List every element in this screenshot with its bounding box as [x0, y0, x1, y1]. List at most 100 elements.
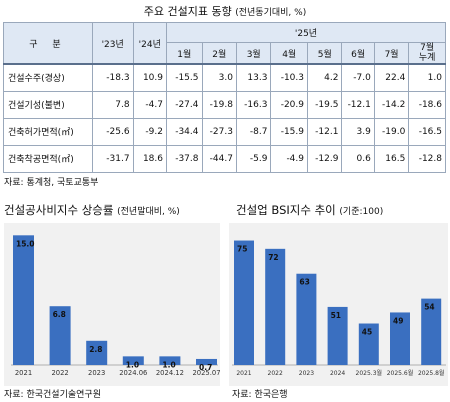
- cost-index-bar: [122, 356, 144, 365]
- table-cell: -15.9: [270, 117, 308, 146]
- table-cell: -37.8: [165, 144, 203, 173]
- table-cell: -16.5: [408, 117, 446, 146]
- bsi-data-label: 54: [424, 303, 434, 312]
- bsi-category-label: 2025.8월: [418, 369, 445, 377]
- table-cell: 16.5: [373, 144, 410, 173]
- table-cell: -34.4: [165, 117, 203, 146]
- table-cell: 4.2: [306, 63, 343, 92]
- cost-index-bar: [49, 306, 71, 365]
- bsi-data-label: 63: [299, 278, 309, 287]
- right-panel-source: 자료: 한국은행: [232, 390, 288, 400]
- left-panel-subtitle: (전년말대비, %): [117, 207, 180, 217]
- row-label: 건축착공면적(㎡): [3, 144, 93, 173]
- cost-index-data-label: 1.0: [162, 360, 175, 369]
- table-row: 건축허가면적(㎡) -25.6 -9.2 -34.4 -27.3 -8.7 -15.9 -12…: [3, 117, 446, 146]
- bsi-category-label: 2021: [236, 370, 251, 377]
- bsi-bar: [296, 273, 317, 365]
- bsi-data-label: 72: [268, 253, 278, 262]
- bsi-category-label: 2022: [268, 370, 283, 377]
- left-panel-title: 건설공사비지수 상승률 (전년말대비, %): [4, 202, 180, 218]
- cost-index-data-label: 2.8: [89, 345, 102, 354]
- table-body: 건설수주(경상) -18.3 10.9 -15.5 3.0 13.3 -10.3 4.2 -7.…: [3, 63, 446, 173]
- table-cell: 13.3: [235, 63, 272, 92]
- table-cell: -27.4: [165, 90, 203, 119]
- cost-index-data-label: 0.7: [199, 363, 212, 372]
- bsi-bar: [421, 298, 442, 365]
- table-cell: -18.6: [408, 90, 446, 119]
- table-cell: -12.9: [306, 144, 343, 173]
- table-cell: -5.9: [235, 144, 272, 173]
- indicator-table: 구 분 '23년 '24년 '25년 1월 2월 3월 4월 5월 6월 7월 …: [3, 22, 447, 173]
- table-cell: 3.0: [201, 63, 237, 92]
- table-cell: -12.8: [408, 144, 446, 173]
- header-cumulative: 7월 누계: [408, 42, 446, 65]
- table-cell: -12.1: [306, 117, 343, 146]
- table-cell: -19.5: [306, 90, 343, 119]
- bsi-data-label: 49: [393, 316, 403, 325]
- bsi-category-label: 2025.6월: [387, 369, 414, 377]
- right-panel-subtitle: (기준:100): [339, 207, 384, 217]
- bsi-category-label: 2023: [299, 370, 314, 377]
- table-row: 건설수주(경상) -18.3 10.9 -15.5 3.0 13.3 -10.3 4.2 -7.…: [3, 63, 446, 92]
- header-month: 2월: [201, 42, 237, 65]
- cost-index-category-label: 2023: [88, 369, 105, 377]
- bsi-category-label: 2024: [330, 370, 345, 377]
- cost-index-category-label: 2022: [51, 369, 68, 377]
- row-label: 건축허가면적(㎡): [3, 117, 93, 146]
- cost-index-bar: [196, 358, 217, 365]
- header-2024: '24년: [132, 22, 167, 65]
- table-cell: -4.9: [270, 144, 308, 173]
- header-month: 3월: [235, 42, 272, 65]
- table-cell: -12.1: [341, 90, 375, 119]
- cost-index-bar: [159, 356, 181, 365]
- table-cell: 10.9: [132, 63, 167, 92]
- bsi-bar: [327, 306, 348, 365]
- cost-index-bar: [13, 235, 34, 365]
- header-month: 7월: [373, 42, 410, 65]
- cost-index-category-label: 2025.07: [192, 369, 220, 377]
- bsi-data-label: 51: [331, 311, 341, 320]
- right-panel-title-text: 건설업 BSI지수 추이: [236, 203, 336, 217]
- table-cell: 7.8: [91, 90, 134, 119]
- construction-cost-index-chart: 15.020216.820222.820231.02024.061.02024.…: [4, 223, 220, 386]
- bsi-bar: [234, 240, 254, 365]
- right-panel-title: 건설업 BSI지수 추이 (기준:100): [236, 202, 383, 218]
- cost-index-category-label: 2024.12: [156, 369, 184, 377]
- cost-index-category-label: 2024.06: [119, 369, 147, 377]
- bsi-data-label: 45: [362, 328, 372, 337]
- construction-bsi-chart: 75 2021 72 2022 63 2023 51 2024 45 2025.3월 49 2025.…: [229, 223, 448, 386]
- table-cell: -18.3: [91, 63, 134, 92]
- table-source: 자료: 통계청, 국토교통부: [4, 178, 99, 188]
- cost-index-category-label: 2021: [15, 369, 32, 377]
- bsi-bar: [358, 323, 379, 365]
- cost-index-data-label: 6.8: [53, 310, 66, 319]
- cost-index-data-label: 15.0: [16, 239, 35, 248]
- table-cell: -9.2: [132, 117, 167, 146]
- header-month: 4월: [270, 42, 308, 65]
- table-subtitle: (전년동기대비, %): [235, 8, 307, 18]
- cost-index-bar: [86, 340, 108, 365]
- table-cell: 3.9: [341, 117, 375, 146]
- header-2025: '25년: [165, 22, 447, 43]
- header-2023: '23년: [91, 22, 134, 65]
- table-row: 건축착공면적(㎡) -31.7 18.6 -37.8 -44.7 -5.9 -4.9 -12.…: [3, 144, 446, 173]
- table-title: 주요 건설지표 동향 (전년동기대비, %): [0, 3, 450, 19]
- table-cell: -19.8: [201, 90, 237, 119]
- row-label: 건설수주(경상): [3, 63, 93, 92]
- table-cell: -8.7: [235, 117, 272, 146]
- table-title-text: 주요 건설지표 동향: [143, 5, 232, 18]
- table-cell: -10.3: [270, 63, 308, 92]
- bsi-category-label: 2025.3월: [356, 369, 383, 377]
- row-label: 건설기성(불변): [3, 90, 93, 119]
- table-cell: -7.0: [341, 63, 375, 92]
- header-gubun: 구 분: [3, 22, 93, 65]
- table-cell: -4.7: [132, 90, 167, 119]
- table-cell: -15.5: [165, 63, 203, 92]
- header-month: 6월: [341, 42, 375, 65]
- left-panel-title-text: 건설공사비지수 상승률: [4, 203, 114, 217]
- table-cell: 18.6: [132, 144, 167, 173]
- table-cell: -27.3: [201, 117, 237, 146]
- header-month: 5월: [306, 42, 343, 65]
- table-cell: -25.6: [91, 117, 134, 146]
- bsi-bar: [390, 312, 410, 365]
